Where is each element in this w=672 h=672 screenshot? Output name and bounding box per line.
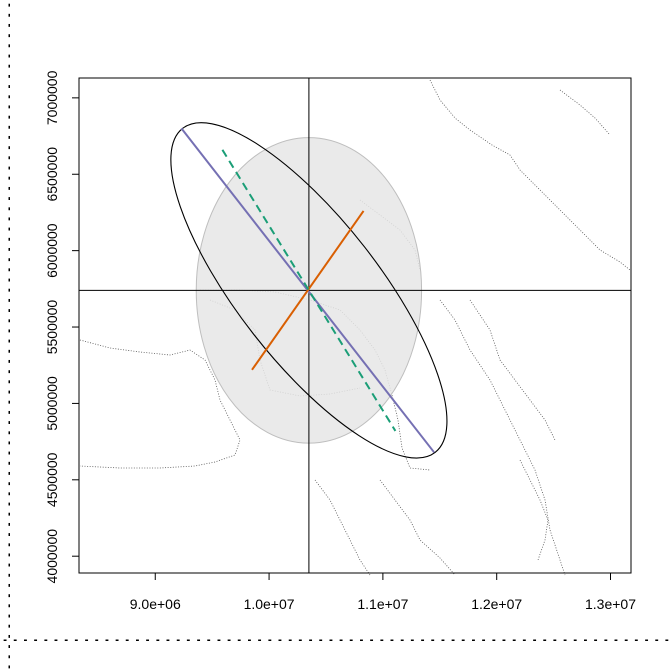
- y-tick-label-2: 5000000: [44, 376, 60, 431]
- x-tick-label-0: 9.0e+06: [130, 596, 181, 612]
- y-tick-label-5: 6500000: [44, 147, 60, 202]
- coastline-northeast: [559, 89, 611, 136]
- overflow-label-bottom: ········································…: [0, 631, 672, 647]
- x-tick-label-4: 1.3e+07: [585, 596, 636, 612]
- x-tick-label-2: 1.1e+07: [357, 596, 408, 612]
- coastline-peninsula: [379, 479, 456, 576]
- minor-axis-segment: [251, 210, 365, 371]
- coastline-island: [519, 459, 549, 561]
- y-tick-label-6: 7000000: [44, 70, 60, 125]
- data-marks: [79, 78, 631, 573]
- coastline-east: [469, 299, 556, 441]
- coastline-south: [314, 479, 371, 576]
- overflow-label-left: ········································…: [0, 0, 16, 672]
- y-tick-label-4: 6000000: [44, 223, 60, 278]
- x-tick-label-1: 1.0e+07: [244, 596, 295, 612]
- x-tick-label-3: 1.2e+07: [471, 596, 522, 612]
- y-tick-label-1: 4500000: [44, 452, 60, 507]
- y-tick-label-0: 4000000: [44, 529, 60, 584]
- axes: 9.0e+06 1.0e+07 1.1e+07 1.2e+07 1.3e+07 40000…: [44, 70, 636, 612]
- dashed-axis-segment: [221, 149, 397, 432]
- coastline-north: [429, 79, 631, 271]
- coastline-bay: [439, 299, 566, 576]
- coastline-west: [79, 339, 241, 469]
- y-tick-label-3: 5500000: [44, 300, 60, 355]
